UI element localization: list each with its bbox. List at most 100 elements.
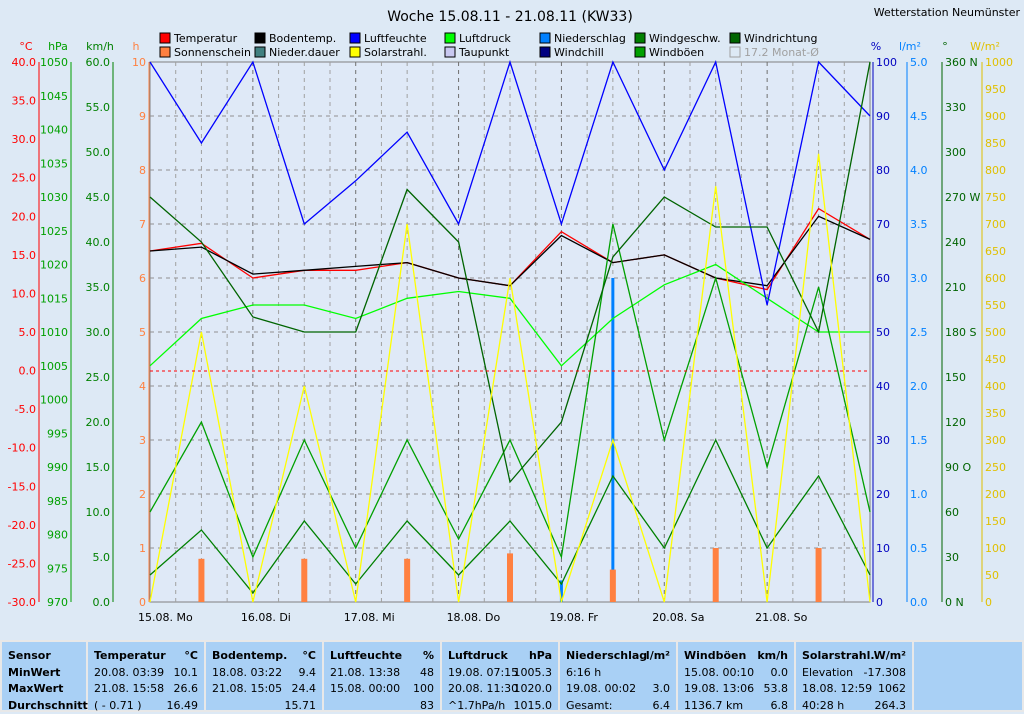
axis-tick-label: -30.0 (8, 596, 36, 609)
axis-tick-label: 20 (876, 488, 890, 501)
axis-unit-label: l/m² (899, 40, 921, 53)
axis-tick-label: 0 (139, 596, 146, 609)
axis-tick-label: 1050 (40, 56, 68, 69)
axis-tick-label: 980 (47, 529, 68, 542)
axis-tick-label: 1025 (40, 225, 68, 238)
axis-tick-label: 80 (876, 164, 890, 177)
legend-swatch (160, 47, 170, 57)
stats-solar: Solarstrahl.W/m² Elevation-17.308 18.08.… (796, 642, 912, 710)
stats-value: 10.1 (174, 665, 199, 682)
stats-cell: 20.08. 03:39 (94, 665, 164, 682)
stats-unit: l/m² (646, 648, 670, 665)
axis-tick-label: 990 (47, 461, 68, 474)
axis-tick-label: 975 (47, 562, 68, 575)
bar-mark (713, 548, 719, 602)
axis-tick-label: 1010 (40, 326, 68, 339)
legend-label: Taupunkt (458, 46, 510, 59)
stats-empty (914, 642, 1022, 710)
legend-swatch (445, 33, 455, 43)
axis-tick-label: 5.0 (19, 326, 37, 339)
bar-mark (404, 559, 410, 602)
axis-tick-label: 240 (945, 236, 966, 249)
legend-label: Bodentemp. (269, 32, 336, 45)
axis-tick-label: 15.0 (12, 249, 37, 262)
stats-value: 100 (413, 681, 434, 698)
axis-tick-label: 0.0 (19, 365, 37, 378)
stats-value: 1005.3 (514, 665, 553, 682)
stats-title: Luftdruck (448, 649, 508, 662)
axis-tick-label: 1.5 (910, 434, 928, 447)
stats-cell: 19.08. 07:15 (448, 665, 518, 682)
legend-swatch (540, 33, 550, 43)
axis-tick-label: 970 (47, 596, 68, 609)
axis-tick-label: 700 (985, 218, 1006, 231)
legend-label: Windchill (554, 46, 604, 59)
stats-title: Solarstrahl. (802, 649, 875, 662)
bar-mark (507, 553, 513, 602)
bar-mark (198, 559, 204, 602)
axis-tick-label: 450 (985, 353, 1006, 366)
axis-tick-label: 995 (47, 427, 68, 440)
axis-tick-label: 950 (985, 83, 1006, 96)
axis-tick-label: 40.0 (86, 236, 111, 249)
axis-tick-label: 0.5 (910, 542, 928, 555)
axis-tick-label: 55.0 (86, 101, 111, 114)
axis-tick-label: -25.0 (8, 557, 36, 570)
axis-tick-label: 10 (876, 542, 890, 555)
stats-value: 26.6 (174, 681, 199, 698)
x-tick-label: 21.08. So (755, 611, 807, 624)
stats-title: Bodentemp. (212, 649, 287, 662)
axis-tick-label: 1030 (40, 191, 68, 204)
axis-tick-label: 650 (985, 245, 1006, 258)
axis-tick-label: 60 (876, 272, 890, 285)
legend-label: Windrichtung (744, 32, 817, 45)
legend-label: Luftdruck (459, 32, 511, 45)
axis-tick-label: -15.0 (8, 480, 36, 493)
axis-tick-label: 210 (945, 281, 966, 294)
stats-cell: 19.08. 13:06 (684, 681, 754, 698)
axis-tick-label: 1035 (40, 157, 68, 170)
axis-tick-label: -10.0 (8, 442, 36, 455)
legend-label: 17.2 Monat-Ø (744, 46, 819, 59)
axis-tick-label: 180 S (945, 326, 976, 339)
axis-tick-label: 30.0 (86, 326, 111, 339)
bar-mark (301, 559, 307, 602)
axis-tick-label: 3.0 (910, 272, 928, 285)
axis-tick-label: 2.0 (910, 380, 928, 393)
axis-tick-label: 0.0 (93, 596, 111, 609)
axis-tick-label: 10.0 (12, 287, 37, 300)
legend-swatch (350, 33, 360, 43)
axis-tick-label: 45.0 (86, 191, 111, 204)
axis-tick-label: 30 (876, 434, 890, 447)
axis-tick-label: 0 N (945, 596, 964, 609)
legend-label: Windgeschw. (649, 32, 721, 45)
axis-tick-label: -5.0 (15, 403, 36, 416)
chart-title: Woche 15.08.11 - 21.08.11 (KW33) (387, 9, 633, 25)
axis-tick-label: 20.0 (12, 210, 37, 223)
axis-tick-label: 800 (985, 164, 1006, 177)
stats-value: 9.4 (299, 665, 317, 682)
axis-tick-label: 30 (945, 551, 959, 564)
stats-cell: 6:16 h (566, 665, 601, 682)
axis-tick-label: 250 (985, 461, 1006, 474)
axis-tick-label: 7 (139, 218, 146, 231)
legend-swatch (635, 33, 645, 43)
stats-unit: % (423, 648, 434, 665)
axis-tick-label: 120 (945, 416, 966, 429)
x-tick-label: 16.08. Di (241, 611, 291, 624)
stats-title: Windböen (684, 649, 746, 662)
legend-swatch (445, 47, 455, 57)
x-tick-label: 15.08. Mo (138, 611, 193, 624)
axis-tick-label: 270 W (945, 191, 980, 204)
axis-tick-label: 60 (945, 506, 959, 519)
stats-unit: hPa (529, 648, 552, 665)
axis-tick-label: 985 (47, 495, 68, 508)
axis-tick-label: 1040 (40, 124, 68, 137)
stats-value: 24.4 (292, 681, 317, 698)
axis-tick-label: 3 (139, 434, 146, 447)
stats-title: Luftfeuchte (330, 649, 402, 662)
stats-sensor: Sensor MinWert MaxWert Durchschnitt (2, 642, 86, 710)
axis-tick-label: 40.0 (12, 56, 37, 69)
